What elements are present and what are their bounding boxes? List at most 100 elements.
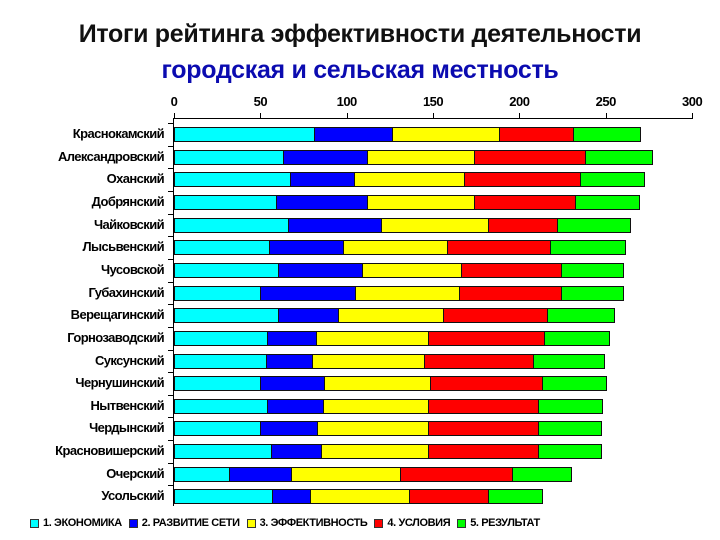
bar-segment [268, 240, 344, 256]
stacked-bar [174, 466, 573, 482]
bar-segment [289, 172, 354, 188]
y-tick-mark [168, 462, 174, 464]
bar-segment [488, 217, 558, 233]
bar-segment [560, 285, 624, 301]
bar-segment [355, 285, 459, 301]
bar-segment [557, 217, 631, 233]
category-label: Красновишерский [55, 443, 164, 459]
category-label: Чусовской [101, 261, 165, 277]
y-tick-mark [168, 326, 174, 328]
stacked-bar [174, 330, 611, 346]
category-label: Оханский [106, 171, 165, 187]
stacked-bar [174, 194, 640, 210]
bar-segment [498, 127, 573, 142]
y-tick-mark [168, 372, 174, 374]
bar-segment [538, 444, 602, 460]
stacked-bar [174, 353, 605, 369]
bar-segment [367, 149, 475, 165]
bar-segment [174, 149, 283, 165]
x-tick-mark [692, 113, 694, 119]
bar-segment [277, 308, 339, 324]
bar-segment [229, 466, 292, 482]
bar-segment [391, 127, 499, 142]
legend-swatch-icon [128, 518, 138, 528]
bar-segment [460, 262, 561, 278]
stacked-bar [174, 308, 616, 324]
category-label: Губахинский [88, 284, 164, 300]
y-tick-mark [168, 213, 174, 215]
bar-segment [310, 489, 409, 505]
chart-title: Итоги рейтинга эффективности деятельност… [78, 20, 642, 48]
bar-segment [579, 172, 645, 188]
stacked-bar [174, 421, 602, 437]
y-tick-mark [168, 236, 174, 238]
bar-segment [443, 308, 547, 324]
category-label: Верещагинский [70, 307, 165, 323]
stacked-bar [174, 285, 624, 301]
stacked-bar [174, 149, 654, 165]
bar-segment [427, 330, 544, 346]
y-tick-mark [168, 258, 174, 260]
bar-segment [464, 172, 580, 188]
bar-segment [291, 466, 401, 482]
stacked-bar [174, 376, 607, 392]
bar-segment [533, 353, 605, 369]
bar-segment [572, 127, 642, 142]
x-tick-mark [260, 113, 262, 119]
category-label: Горнозаводский [67, 329, 164, 345]
x-tick-mark [433, 113, 435, 119]
bar-segment [174, 398, 268, 414]
bar-segment [446, 240, 551, 256]
stacked-bar [174, 172, 645, 188]
bar-segment [427, 444, 539, 460]
bar-segment [267, 398, 323, 414]
bar-segment [174, 466, 230, 482]
bar-segment [560, 262, 624, 278]
category-label: Очерский [106, 465, 164, 481]
legend-swatch-icon [30, 518, 39, 528]
bar-segment [338, 308, 444, 324]
bar-segment [174, 262, 278, 278]
bar-segment [538, 421, 602, 437]
bar-segment [574, 194, 640, 210]
category-label: Лысьвенский [82, 239, 165, 255]
x-tick-mark [605, 113, 607, 119]
bar-segment [174, 308, 278, 324]
bar-segment [343, 240, 447, 256]
bar-segment [315, 330, 428, 346]
bar-segment [429, 376, 542, 392]
category-label: Чердынский [89, 420, 165, 436]
stacked-bar [174, 127, 642, 142]
x-tick-mark [346, 113, 348, 119]
y-tick-mark [168, 281, 174, 283]
y-tick-mark [168, 190, 174, 192]
stacked-bar [174, 489, 543, 505]
bar-segment [174, 421, 261, 437]
x-tick-label: 300 [681, 94, 703, 109]
x-tick-mark [174, 113, 175, 119]
stacked-bar [174, 240, 626, 256]
bar-segment [174, 240, 269, 256]
x-tick-label: 100 [336, 94, 358, 109]
bar-segment [174, 489, 273, 505]
bar-segment [541, 376, 607, 392]
bar-segment [174, 444, 271, 460]
legend-item: 1. ЭКОНОМИКА [30, 517, 122, 529]
category-label: Александровский [57, 148, 165, 164]
bar-segment [174, 353, 266, 369]
y-tick-mark [168, 168, 174, 170]
legend-label: 2. РАЗВИТИЕ СЕТИ [141, 517, 240, 529]
legend-item: 5. РЕЗУЛЬТАТ [457, 517, 540, 529]
legend-item: 3. ЭФФЕКТИВНОСТЬ [246, 517, 368, 529]
category-label: Краснокамский [72, 126, 165, 141]
bar-segment [317, 421, 428, 437]
stacked-bar [174, 398, 604, 414]
bar-segment [367, 194, 475, 210]
x-tick-label: 200 [509, 94, 530, 109]
stacked-bar [174, 217, 631, 233]
y-axis-line [173, 118, 174, 506]
x-tick-label: 150 [422, 94, 444, 109]
legend: 1. ЭКОНОМИКА 2. РАЗВИТИЕ СЕТИ 3. ЭФФЕКТИВН… [30, 517, 547, 529]
bar-segment [381, 217, 489, 233]
bar-segment [265, 353, 313, 369]
